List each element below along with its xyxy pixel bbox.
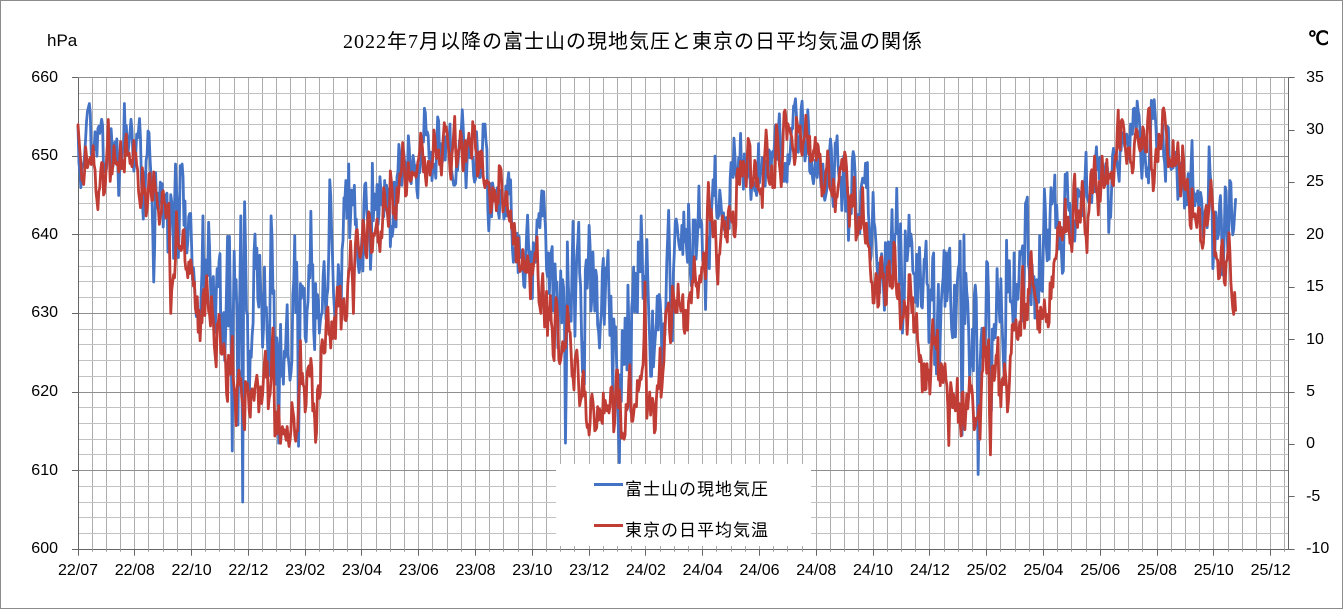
left-axis-tick-label: 600 [31, 540, 58, 558]
legend-swatch-pressure [594, 483, 623, 486]
right-axis-tick-label: 10 [1306, 330, 1324, 348]
x-axis-tick-label: 24/06 [739, 562, 780, 580]
right-axis-tick-label: 5 [1306, 383, 1315, 400]
x-axis-tick-label: 23/06 [398, 562, 439, 580]
x-axis-tick-label: 23/10 [512, 562, 553, 580]
series-line-pressure [76, 97, 1237, 504]
x-axis-tick-label: 25/02 [966, 562, 1007, 580]
left-axis-tick-label: 620 [31, 383, 58, 400]
right-axis-tick-label: 15 [1306, 278, 1324, 296]
left-axis-tick-label: 640 [31, 225, 58, 243]
series-line-temperature [76, 106, 1237, 457]
x-axis-tick-label: 22/12 [228, 562, 269, 580]
x-axis-tick-label: 25/06 [1080, 562, 1121, 580]
legend-label-temperature: 東京の日平均気温 [625, 521, 769, 540]
right-axis-tick-label: -10 [1306, 540, 1330, 558]
legend-entry-pressure: 富士山の現地気圧 [556, 475, 811, 499]
x-axis-tick-label: 24/08 [796, 562, 837, 580]
x-axis-tick-label: 25/12 [1250, 562, 1291, 580]
legend-entry-temperature: 東京の日平均気温 [556, 516, 811, 540]
right-axis-tick-label: 20 [1306, 225, 1324, 243]
x-axis-tick-label: 22/08 [114, 562, 155, 580]
x-axis-tick-label: 23/12 [569, 562, 610, 580]
right-axis-tick-label: 0 [1306, 435, 1315, 453]
legend: 富士山の現地気圧 東京の日平均気温 [556, 464, 811, 546]
left-axis-tick-label: 630 [31, 304, 58, 322]
x-axis-tick-label: 25/08 [1137, 562, 1178, 580]
right-axis-tick-label: 30 [1306, 121, 1324, 138]
x-axis-tick-label: 22/10 [171, 562, 212, 580]
right-axis-tick-label: 35 [1306, 68, 1324, 86]
left-axis-tick-label: 610 [31, 461, 58, 479]
x-axis-tick-label: 24/04 [682, 562, 723, 580]
x-axis-tick-label: 24/10 [853, 562, 894, 580]
right-axis-unit-label: ℃ [1307, 29, 1329, 50]
left-axis-tick-label: 660 [31, 68, 58, 86]
x-axis-tick-label: 23/08 [455, 562, 496, 580]
x-axis-tick-label: 22/07 [57, 562, 99, 580]
x-axis-tick-label: 23/02 [285, 562, 326, 580]
x-axis-tick-label: 24/12 [909, 562, 950, 580]
left-axis-unit-label: hPa [47, 31, 78, 50]
x-axis-tick-label: 23/04 [341, 562, 382, 580]
legend-swatch-temperature [594, 524, 623, 527]
x-axis-tick-label: 25/10 [1193, 562, 1234, 580]
chart-title: 2022年7月以降の富士山の現地気圧と東京の日平均気温の関係 [343, 31, 923, 53]
x-axis-tick-label: 24/02 [625, 562, 666, 580]
legend-label-pressure: 富士山の現地気圧 [625, 480, 769, 499]
left-axis-tick-label: 650 [31, 147, 58, 165]
x-axis-tick-label: 25/04 [1023, 562, 1064, 580]
right-axis-tick-label: 25 [1306, 173, 1324, 191]
right-axis-tick-label: -5 [1306, 487, 1321, 505]
